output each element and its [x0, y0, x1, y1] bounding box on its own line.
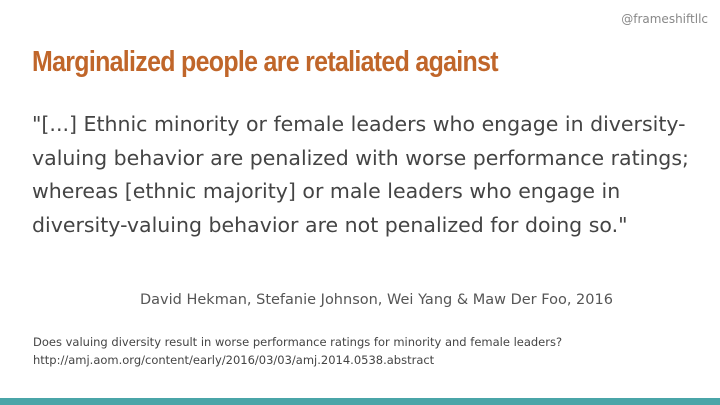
- attribution: David Hekman, Stefanie Johnson, Wei Yang…: [140, 292, 613, 308]
- footer-bar: [0, 398, 720, 405]
- source-title: Does valuing diversity result in worse p…: [33, 335, 563, 349]
- source-url: http://amj.aom.org/content/early/2016/03…: [33, 353, 435, 367]
- quote: "[...] Ethnic minority or female leaders…: [32, 112, 689, 237]
- handle: @frameshiftllc: [621, 12, 708, 26]
- source: Does valuing diversity result in worse p…: [33, 333, 562, 369]
- title: Marginalized people are retaliated again…: [32, 46, 499, 78]
